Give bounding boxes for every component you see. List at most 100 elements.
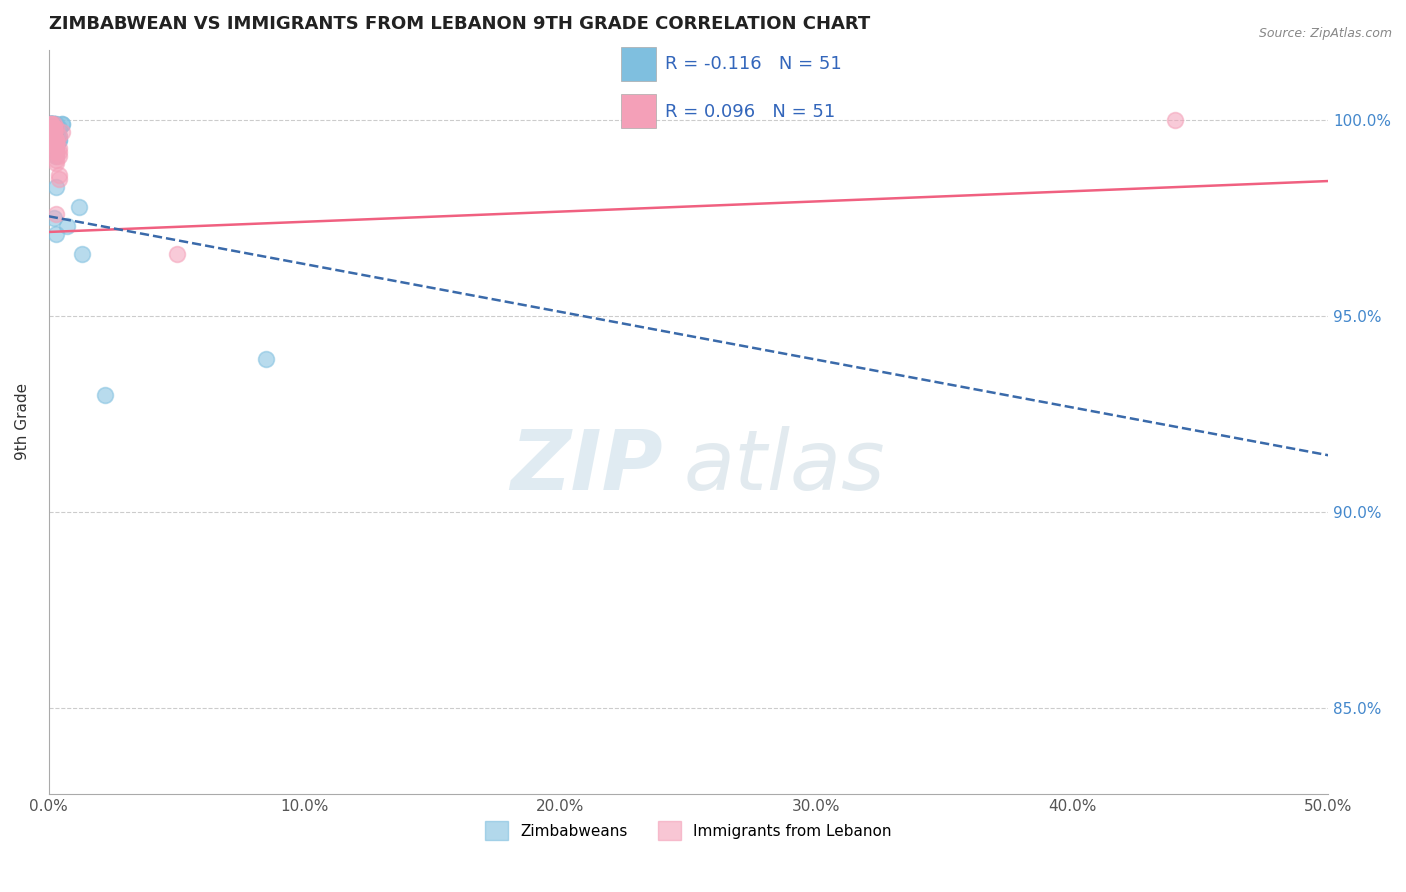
Point [48,148,70,162]
Point [42,133,65,147]
Point [39,117,62,131]
Point [39,117,62,131]
Point [42,128,65,143]
Point [48,168,70,182]
Point [45,125,67,139]
Point [45,125,67,139]
Point [42,136,65,151]
Point [45,136,67,151]
Point [42,121,65,136]
Point [42,121,65,136]
Text: ZIP: ZIP [510,426,662,507]
Point [39,121,62,136]
Point [45,136,67,151]
Point [42,136,65,151]
Point [42,121,65,136]
Point [45,125,67,139]
Point [254,352,277,367]
Point [45,180,67,194]
Point [42,121,65,136]
Point [39,125,62,139]
Bar [620,47,657,81]
Point [48,128,70,143]
Point [39,117,62,131]
Point [48,133,70,147]
Point [45,125,67,139]
Point [45,121,67,136]
Point [45,141,67,155]
Point [69,200,91,214]
Point [39,121,62,136]
Point [51,117,73,131]
Point [42,125,65,139]
Point [39,125,62,139]
Point [45,133,67,147]
Point [45,148,67,162]
Point [39,121,62,136]
Point [42,117,65,131]
Point [45,207,67,221]
Text: Source: ZipAtlas.com: Source: ZipAtlas.com [1258,27,1392,40]
Point [42,121,65,136]
Point [39,125,62,139]
Y-axis label: 9th Grade: 9th Grade [15,384,30,460]
Point [42,133,65,147]
Point [45,125,67,139]
Point [39,125,62,139]
Point [39,117,62,131]
Point [42,117,65,131]
Point [51,125,73,139]
Point [39,117,62,131]
Point [45,148,67,162]
Point [70,246,93,260]
Point [45,153,67,167]
Point [39,125,62,139]
Point [45,117,67,131]
Point [39,121,62,136]
Point [42,121,65,136]
Point [51,117,73,131]
Point [45,128,67,143]
Point [45,121,67,136]
Point [39,125,62,139]
Point [42,211,65,226]
Point [45,227,67,241]
Point [39,117,62,131]
Text: ZIMBABWEAN VS IMMIGRANTS FROM LEBANON 9TH GRADE CORRELATION CHART: ZIMBABWEAN VS IMMIGRANTS FROM LEBANON 9T… [49,15,870,33]
Point [39,117,62,131]
Point [55,219,77,233]
Point [42,117,65,131]
Point [39,128,62,143]
Point [42,117,65,131]
Point [39,136,62,151]
Text: R = -0.116   N = 51: R = -0.116 N = 51 [665,55,842,73]
Point [1163,113,1185,128]
Point [39,117,62,131]
Point [42,121,65,136]
Point [45,141,67,155]
Text: atlas: atlas [683,426,886,507]
Point [39,125,62,139]
Point [48,172,70,186]
Point [39,117,62,131]
Point [39,117,62,131]
Point [48,133,70,147]
Point [45,156,67,170]
Point [39,128,62,143]
Point [39,117,62,131]
Point [48,145,70,159]
Point [48,128,70,143]
Point [39,117,62,131]
Point [42,141,65,155]
Point [45,145,67,159]
Point [42,117,65,131]
Point [94,387,117,401]
Point [166,246,188,260]
Text: R = 0.096   N = 51: R = 0.096 N = 51 [665,103,835,120]
Point [45,133,67,147]
Bar [620,95,657,128]
Point [39,125,62,139]
Point [42,128,65,143]
Point [42,125,65,139]
Point [39,125,62,139]
